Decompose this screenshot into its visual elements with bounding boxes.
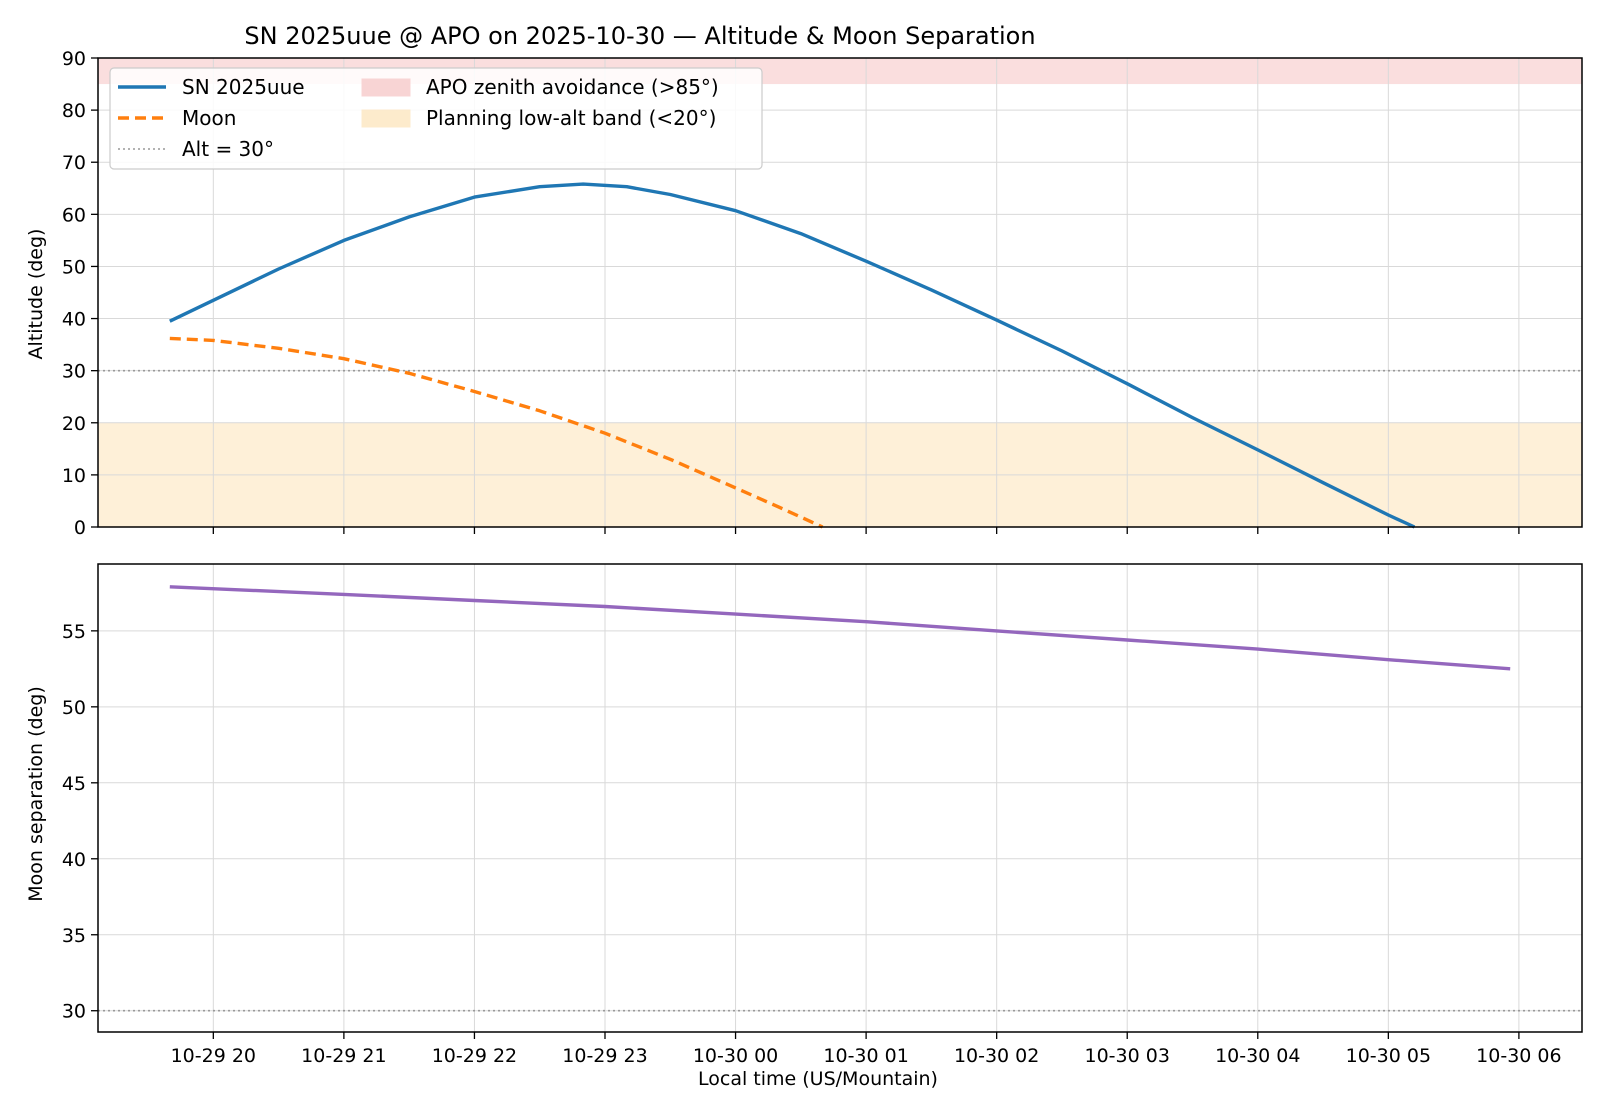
bottom-y-axis-label: Moon separation (deg) [25, 686, 47, 902]
bottom-ytick-label-1: 35 [62, 925, 86, 947]
bottom-series-0 [169, 585, 1511, 671]
bottom-xtick-label-10: 10-30 06 [1476, 1045, 1561, 1067]
bottom-ytick-label-0: 30 [62, 1001, 86, 1023]
legend: SN 2025uue Moon Alt = 30° APO zenith avoida… [109, 67, 763, 170]
top-ytick-label-9: 90 [62, 48, 86, 70]
top-series-0 [169, 182, 1416, 529]
legend-box [109, 67, 763, 170]
bottom-xtick-label-9: 10-30 05 [1346, 1045, 1431, 1067]
altitude-panel: 0 10 20 30 40 50 60 70 80 90 [62, 48, 1583, 539]
legend-label-0: SN 2025uue [182, 75, 305, 99]
top-ytick-label-3: 30 [62, 361, 86, 383]
top-series-1 [169, 336, 824, 529]
bottom-ytick-label-2: 40 [62, 849, 86, 871]
moon-separation-panel: 30 35 40 45 50 55 10-29 20 10-29 21 10-29 22 10-2… [62, 563, 1583, 1067]
bottom-xtick-label-3: 10-29 23 [562, 1045, 647, 1067]
legend-label-3: APO zenith avoidance (>85°) [426, 75, 719, 99]
bottom-xtick-label-0: 10-29 20 [171, 1045, 256, 1067]
legend-swatch-4 [361, 109, 411, 128]
bottom-xtick-label-4: 10-30 00 [693, 1045, 778, 1067]
bottom-ytick-label-4: 50 [62, 697, 86, 719]
bottom-xtick-label-5: 10-30 01 [823, 1045, 908, 1067]
legend-label-2: Alt = 30° [182, 137, 274, 161]
top-ytick-label-4: 40 [62, 309, 86, 331]
bottom-xtick-label-7: 10-30 03 [1085, 1045, 1170, 1067]
bottom-frame [97, 563, 1583, 1033]
top-ytick-label-0: 0 [74, 517, 86, 539]
legend-swatch-3 [361, 78, 411, 97]
bottom-xtick-label-2: 10-29 22 [432, 1045, 517, 1067]
top-ytick-label-1: 10 [62, 465, 86, 487]
top-frame [97, 57, 1583, 528]
legend-label-4: Planning low-alt band (<20°) [426, 106, 716, 130]
bottom-ytick-label-5: 55 [62, 621, 86, 643]
x-axis-label: Local time (US/Mountain) [698, 1068, 938, 1090]
top-ytick-label-6: 60 [62, 204, 86, 226]
top-ytick-label-7: 70 [62, 152, 86, 174]
bottom-xtick-label-8: 10-30 04 [1215, 1045, 1300, 1067]
legend-label-1: Moon [182, 106, 236, 130]
top-ytick-label-2: 20 [62, 413, 86, 435]
bottom-xtick-label-1: 10-29 21 [301, 1045, 386, 1067]
top-y-axis-label: Altitude (deg) [25, 229, 47, 360]
chart-title: SN 2025uue @ APO on 2025-10-30 — Altitud… [244, 22, 1035, 50]
top-ytick-label-5: 50 [62, 256, 86, 278]
bottom-ytick-label-3: 45 [62, 773, 86, 795]
bottom-xtick-label-6: 10-30 02 [954, 1045, 1039, 1067]
top-ytick-label-8: 80 [62, 100, 86, 122]
